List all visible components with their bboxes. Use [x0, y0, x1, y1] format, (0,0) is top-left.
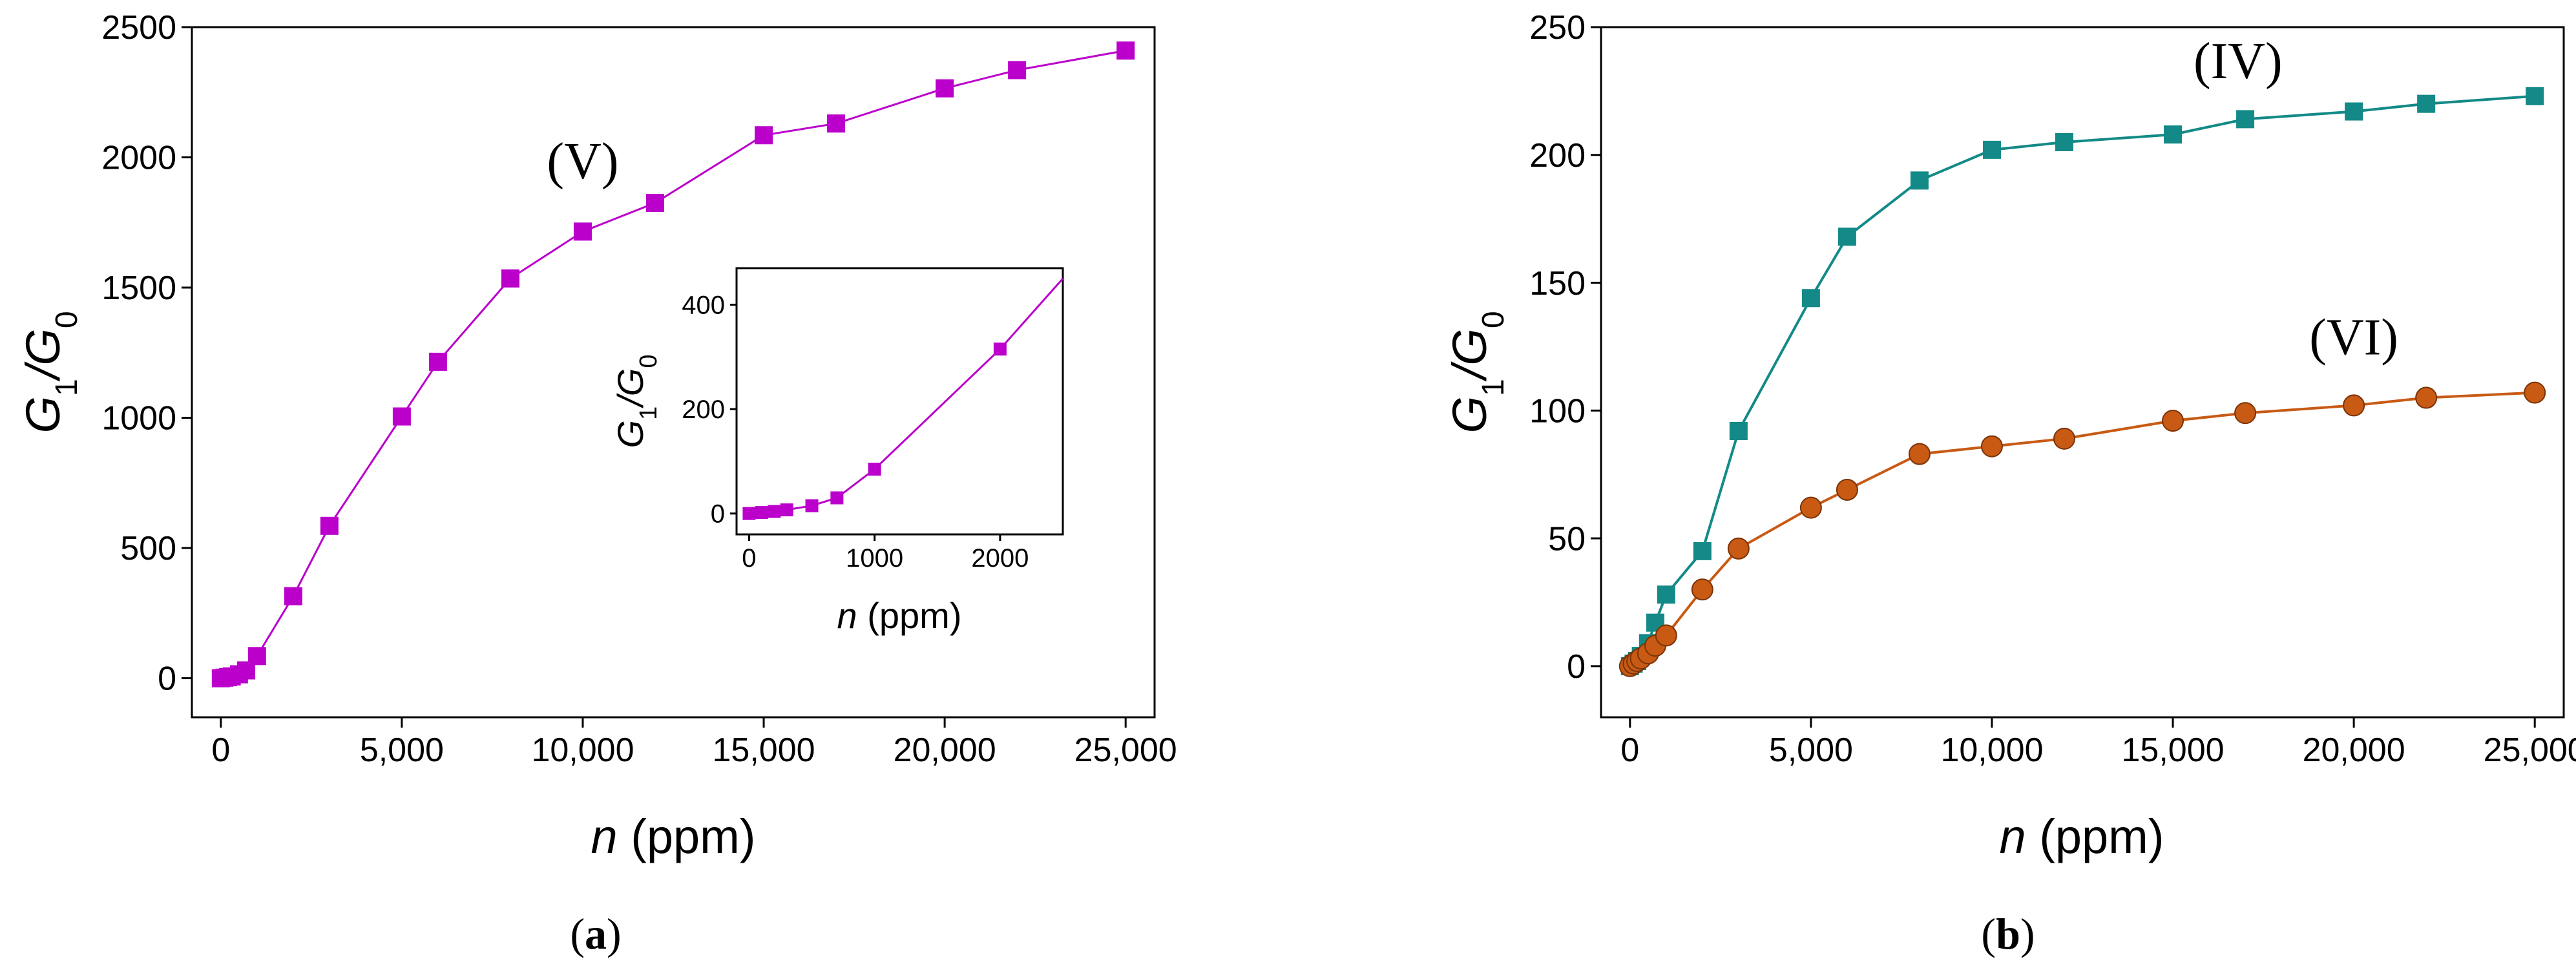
x-tick-label: 25,000	[1074, 731, 1177, 769]
inset-series-point	[868, 463, 881, 476]
series-v-point	[1008, 61, 1027, 79]
y-tick-label: 0	[1567, 648, 1586, 686]
x-tick-label: 0	[211, 731, 230, 769]
series-iv-point	[1693, 542, 1712, 560]
inset-series-point	[755, 506, 768, 520]
x-tick-label: 1000	[846, 544, 903, 573]
inset-background	[737, 268, 1063, 543]
series-v-point	[755, 126, 773, 145]
series-vi-point	[1727, 537, 1750, 560]
x-tick-label: 2000	[971, 544, 1029, 573]
series-v-point	[573, 222, 592, 241]
inset-y-axis-label: G1/G0	[610, 355, 662, 448]
plot-frame-b	[1600, 26, 2565, 719]
series-vi-point	[2234, 402, 2257, 425]
x-tick-label: 15,000	[2122, 731, 2225, 769]
inset-series-point	[993, 342, 1007, 356]
series-v-point	[320, 516, 339, 535]
series-v-point	[501, 269, 519, 288]
series-iv-point	[1910, 171, 1929, 190]
series-iv-point	[2526, 87, 2544, 105]
inset-chart: 0 1000 2000 0 200 400 n (ppm) G1/G0	[610, 267, 1064, 636]
panel-caption-b: (b)	[1981, 909, 2035, 958]
y-tick-label: 2500	[101, 9, 176, 47]
y-tick-label: 150	[1529, 265, 1586, 302]
y-axis-label-a: G1/G0	[16, 311, 84, 433]
y-tick-label: 250	[1529, 9, 1586, 47]
x-tick-label: 10,000	[1940, 731, 2043, 769]
inset-series-point	[768, 505, 781, 518]
x-tick-label: 15,000	[713, 731, 815, 769]
inset-series-point	[830, 491, 844, 505]
series-vi-point	[1980, 435, 2003, 458]
series-iv-line	[1629, 94, 2535, 668]
series-iv-point	[2236, 110, 2255, 129]
y-axis-label-b: G1/G0	[1443, 311, 1511, 433]
y-tick-label: 200	[682, 395, 725, 424]
series-v-point	[936, 79, 954, 98]
series-vi-point	[1836, 478, 1858, 501]
series-v-point	[247, 647, 266, 666]
series-vi-line	[1629, 391, 2535, 668]
series-v-point	[392, 407, 411, 426]
panel-caption-a: (a)	[570, 909, 621, 958]
series-vi-point	[2415, 386, 2438, 409]
y-tick-label: 0	[158, 660, 176, 698]
panel-a: 0 5,000 10,000 15,000 20,000 25,000 0 500 1000 1…	[16, 9, 1177, 958]
inset-frame	[735, 267, 1064, 536]
series-iv-point	[2164, 125, 2183, 144]
x-axis-label-a: n (ppm)	[591, 810, 756, 863]
inset-x-axis-label: n (ppm)	[837, 595, 962, 636]
y-tick-label: 100	[1529, 393, 1586, 430]
series-v-point	[428, 352, 447, 371]
series-vi-point	[2524, 381, 2546, 404]
x-tick-label: 20,000	[2303, 731, 2405, 769]
y-tick-label: 2000	[101, 140, 176, 177]
x-tick-label: 10,000	[531, 731, 634, 769]
series-iv-point	[1838, 227, 1856, 246]
series-annotation-v: (V)	[547, 133, 618, 190]
series-iv-point	[1657, 585, 1675, 604]
series-vi-point	[2343, 394, 2365, 417]
series-vi-point	[1799, 496, 1822, 519]
series-annotation-iv: (IV)	[2194, 33, 2283, 90]
series-vi-point	[1655, 624, 1677, 647]
y-tick-label: 50	[1548, 520, 1586, 558]
series-iv-point	[1982, 140, 2001, 159]
x-tick-label: 20,000	[894, 731, 996, 769]
y-tick-label: 200	[1529, 137, 1586, 174]
x-tick-label: 5,000	[360, 731, 444, 769]
series-vi-point	[2162, 410, 2184, 432]
series-v-point	[827, 114, 846, 133]
plot-frame-a	[191, 26, 1156, 719]
x-tick-label: 0	[742, 544, 756, 573]
series-vi-point	[2053, 427, 2075, 450]
y-tick-label: 500	[120, 530, 176, 567]
inset-series-point	[805, 499, 819, 512]
x-tick-label: 25,000	[2484, 731, 2576, 769]
series-iv-point	[2055, 133, 2073, 151]
x-axis-label-b: n (ppm)	[2000, 810, 2164, 863]
panel-b: 0 5,000 10,000 15,000 20,000 25,000 0 50 100 150…	[1443, 9, 2576, 958]
series-iv-point	[2345, 102, 2363, 121]
y-tick-label: 1500	[101, 269, 176, 307]
series-annotation-vi: (VI)	[2309, 309, 2398, 366]
series-v-point	[645, 194, 664, 213]
y-tick-label: 1000	[101, 400, 176, 437]
series-iv-point	[1801, 289, 1820, 308]
inset-series-point	[742, 507, 756, 520]
series-v-point	[284, 587, 302, 605]
x-tick-label: 5,000	[1769, 731, 1853, 769]
series-v-point	[1116, 41, 1135, 60]
series-iv-point	[1729, 421, 1748, 440]
y-tick-label: 0	[711, 500, 725, 529]
inset-series-point	[780, 503, 793, 517]
series-iv-point	[2417, 94, 2436, 113]
series-vi-point	[1908, 443, 1931, 465]
series-vi-point	[1691, 578, 1713, 601]
x-tick-label: 0	[1620, 731, 1639, 769]
y-tick-label: 400	[682, 291, 725, 320]
